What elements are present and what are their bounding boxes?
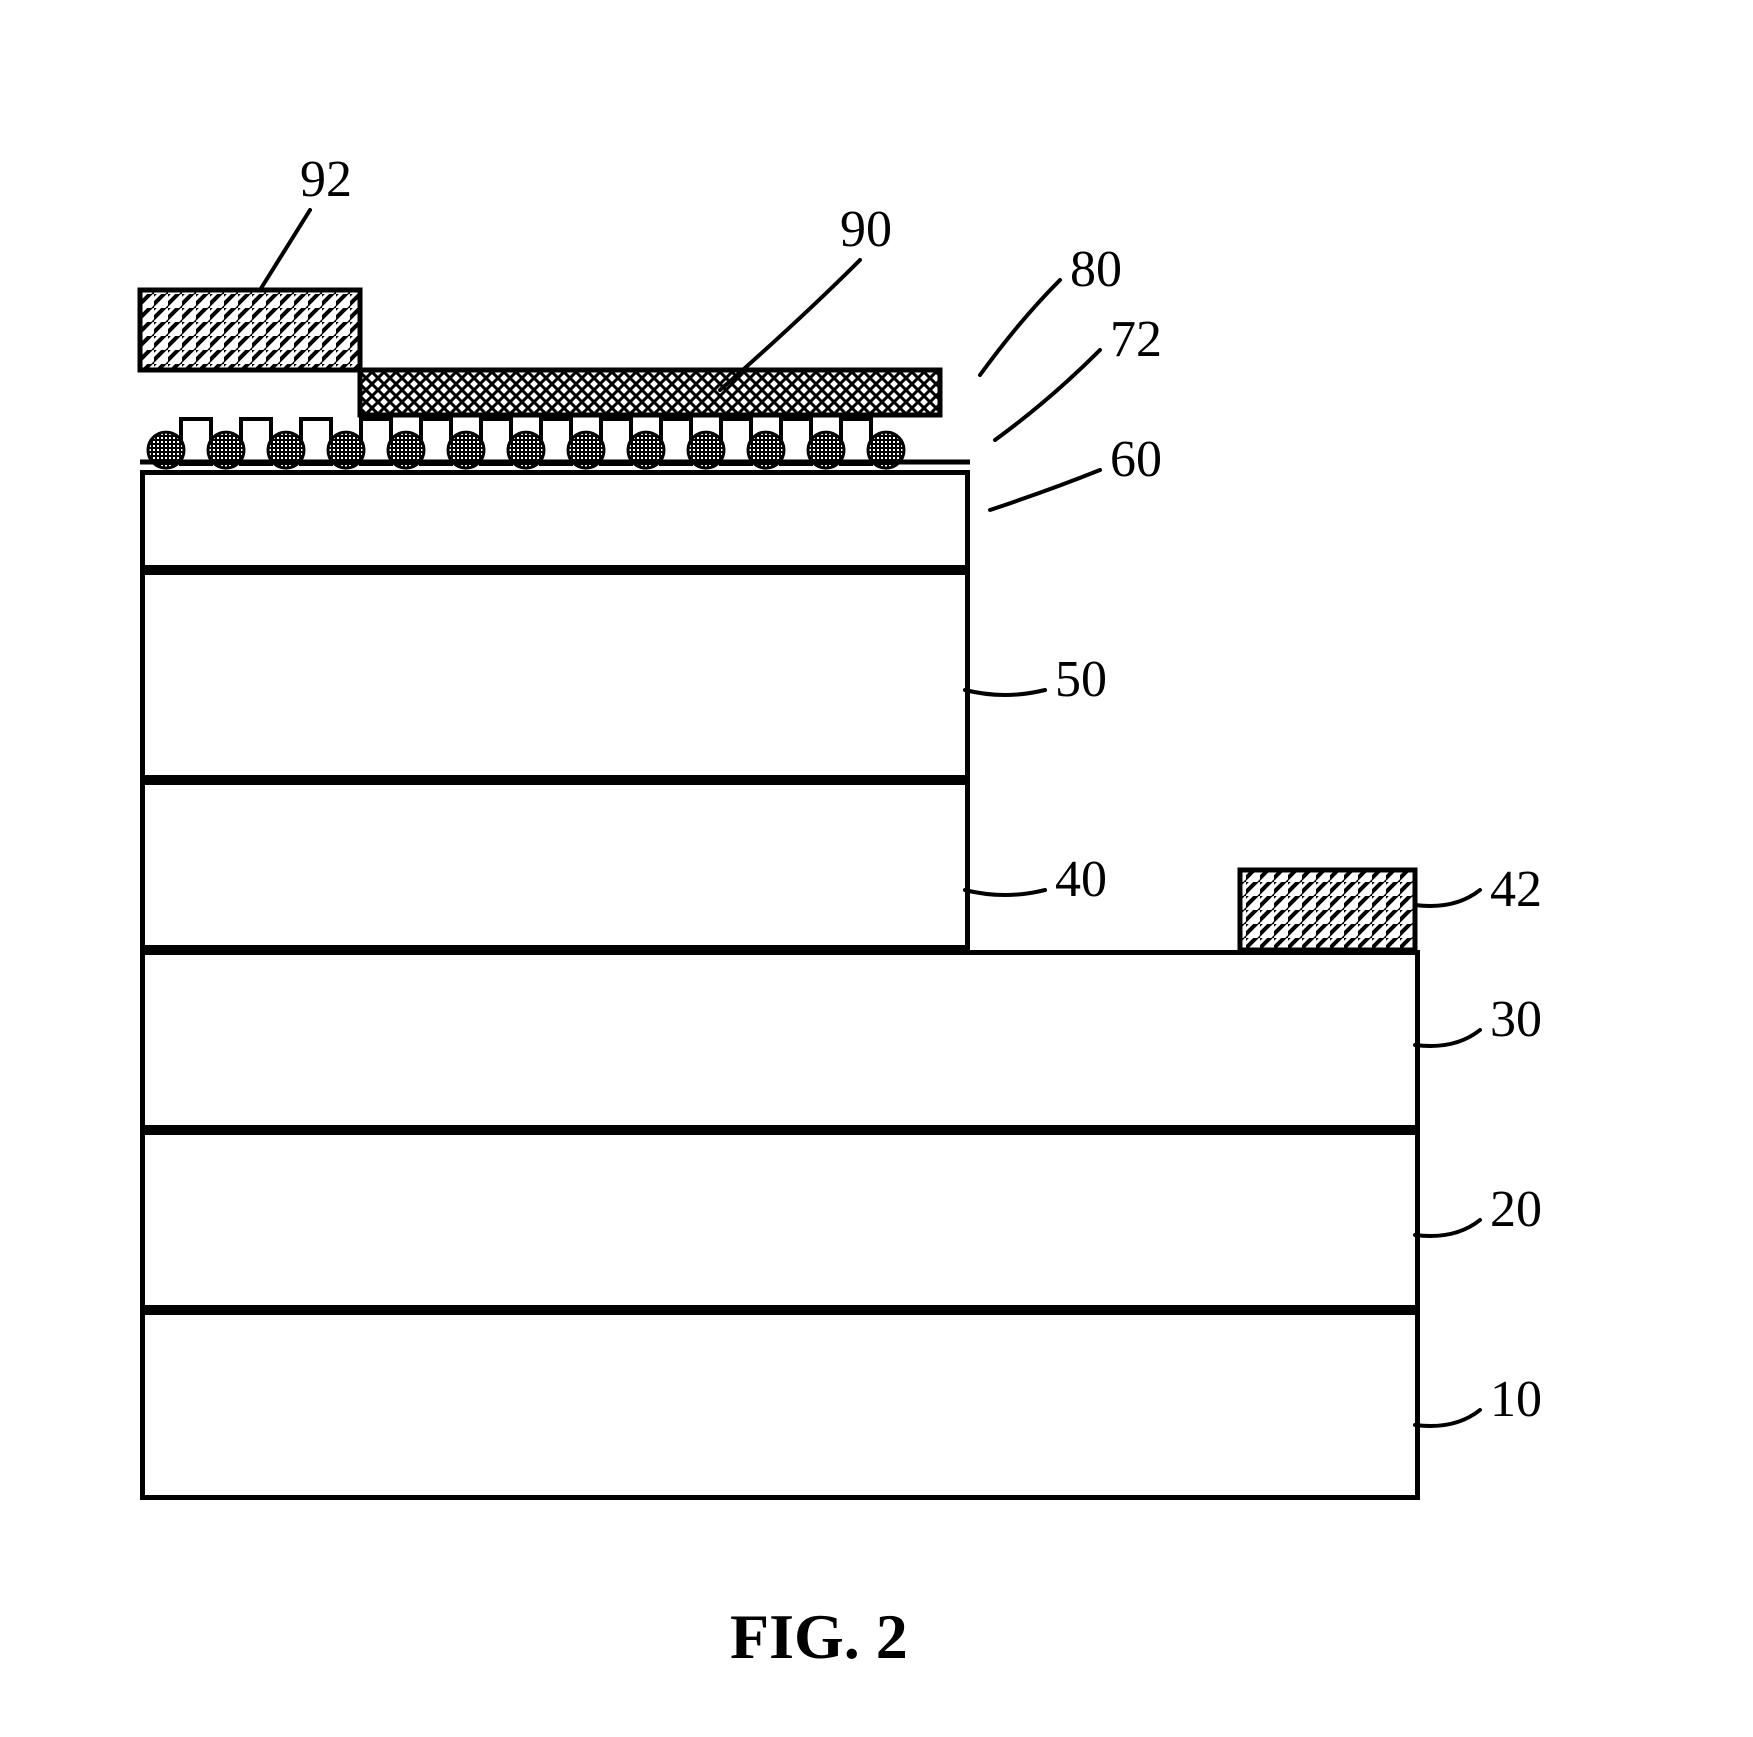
figure-canvas: 92 90 80 72 60 50 40 42 30 20 10 FIG. 2 <box>0 0 1753 1737</box>
dot-72 <box>808 432 844 468</box>
dot-72 <box>688 432 724 468</box>
layer-40 <box>140 780 970 950</box>
pillar-72 <box>661 419 691 464</box>
pillar-72 <box>541 419 571 464</box>
leader-p10 <box>1415 1410 1480 1426</box>
pillar-72 <box>601 419 631 464</box>
dot-72 <box>748 432 784 468</box>
block-42 <box>1240 870 1415 950</box>
label-40: 40 <box>1055 850 1107 909</box>
leader-p40 <box>965 890 1045 895</box>
pillar-72 <box>181 419 211 464</box>
layer-50 <box>140 570 970 780</box>
layer-80 <box>360 370 940 415</box>
dot-72 <box>628 432 664 468</box>
label-50: 50 <box>1055 650 1107 709</box>
leader-p80 <box>980 280 1060 375</box>
leader-p30 <box>1415 1030 1480 1046</box>
dot-72 <box>868 432 904 468</box>
dot-72 <box>568 432 604 468</box>
pillar-72 <box>721 419 751 464</box>
pillar-72 <box>361 419 391 464</box>
label-30: 30 <box>1490 990 1542 1049</box>
label-72: 72 <box>1110 310 1162 369</box>
label-10: 10 <box>1490 1370 1542 1429</box>
layer-30 <box>140 950 1420 1130</box>
dot-72 <box>448 432 484 468</box>
layer-10 <box>140 1310 1420 1500</box>
layer-60 <box>140 470 970 570</box>
pillar-72 <box>781 419 811 464</box>
leader-p50 <box>965 690 1045 695</box>
dot-72 <box>508 432 544 468</box>
leader-p72 <box>995 350 1100 440</box>
label-20: 20 <box>1490 1180 1542 1239</box>
pillar-72 <box>241 419 271 464</box>
block-92 <box>140 290 360 370</box>
leader-p90 <box>720 260 860 390</box>
label-60: 60 <box>1110 430 1162 489</box>
pillar-72 <box>841 419 871 464</box>
dot-72 <box>208 432 244 468</box>
leader-p92 <box>260 210 310 290</box>
label-92: 92 <box>300 150 352 209</box>
label-42: 42 <box>1490 860 1542 919</box>
pillar-72 <box>301 419 331 464</box>
layer-20 <box>140 1130 1420 1310</box>
pillar-72 <box>421 419 451 464</box>
label-80: 80 <box>1070 240 1122 299</box>
dot-72 <box>388 432 424 468</box>
leader-p20 <box>1415 1220 1480 1236</box>
dot-72 <box>268 432 304 468</box>
dot-72 <box>148 432 184 468</box>
leader-p42 <box>1415 890 1480 906</box>
pillar-72 <box>481 419 511 464</box>
leader-p60 <box>990 470 1100 510</box>
label-90: 90 <box>840 200 892 259</box>
dot-72 <box>328 432 364 468</box>
figure-caption: FIG. 2 <box>730 1600 908 1674</box>
